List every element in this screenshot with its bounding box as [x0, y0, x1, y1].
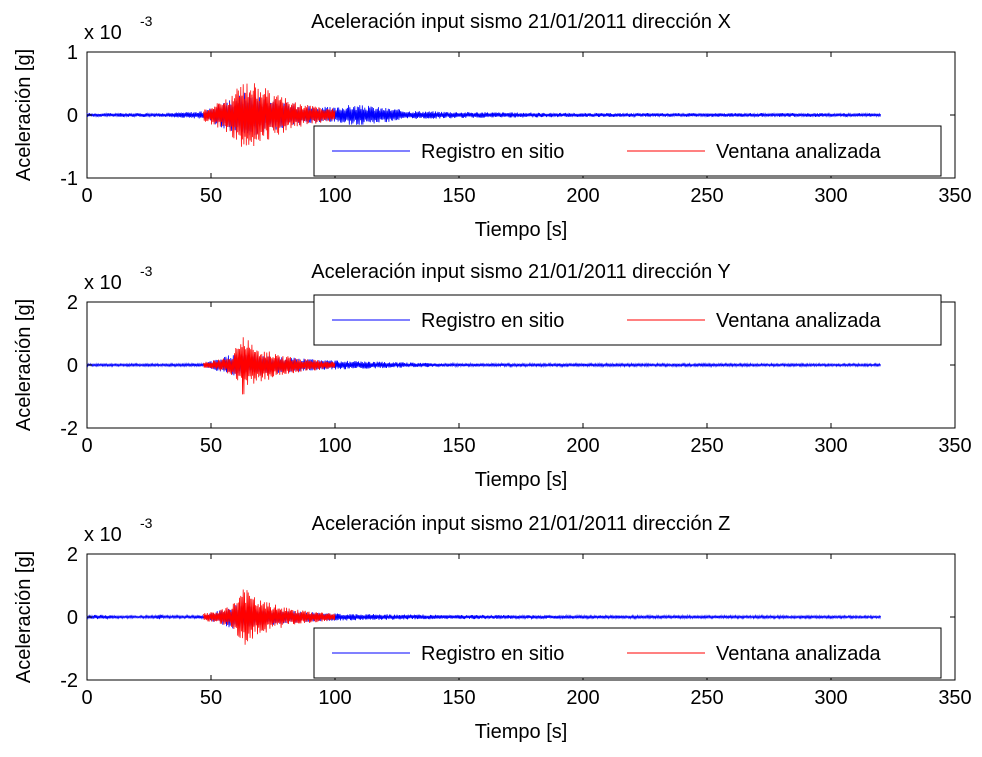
chart-title: Aceleración input sismo 21/01/2011 direc… [312, 513, 731, 535]
x-tick-label: 100 [318, 687, 351, 709]
y-axis-label: Aceleración [g] [13, 49, 35, 181]
legend-label-ventana: Ventana analizada [716, 141, 881, 163]
x-tick-label: 100 [318, 435, 351, 457]
legend-label-ventana: Ventana analizada [716, 310, 881, 332]
exponent-power: -3 [140, 263, 153, 279]
exponent-power: -3 [140, 515, 153, 531]
exponent-label: x 10 [84, 272, 122, 294]
x-tick-label: 250 [690, 185, 723, 207]
x-tick-label: 100 [318, 185, 351, 207]
x-tick-label: 350 [938, 435, 971, 457]
x-tick-label: 50 [200, 687, 222, 709]
x-tick-label: 150 [442, 687, 475, 709]
x-axis-label: Tiempo [s] [475, 721, 568, 743]
chart-title: Aceleración input sismo 21/01/2011 direc… [311, 261, 731, 283]
x-tick-label: 50 [200, 185, 222, 207]
x-tick-label: 300 [814, 185, 847, 207]
y-tick-label: 0 [67, 355, 78, 377]
y-tick-label: -1 [60, 168, 78, 190]
series-line-ventana [203, 589, 336, 645]
legend-label-registro: Registro en sitio [421, 141, 564, 163]
y-tick-label: 2 [67, 292, 78, 314]
y-axis-label: Aceleración [g] [13, 551, 35, 683]
y-tick-label: 0 [67, 105, 78, 127]
series-line-ventana [203, 337, 336, 395]
x-tick-label: 200 [566, 687, 599, 709]
legend: Registro en sitio Ventana analizada [313, 125, 942, 177]
x-tick-label: 50 [200, 435, 222, 457]
x-tick-label: 300 [814, 435, 847, 457]
y-tick-label: 2 [67, 544, 78, 566]
legend-label-registro: Registro en sitio [421, 310, 564, 332]
legend-label-registro: Registro en sitio [421, 643, 564, 665]
legend: Registro en sitio Ventana analizada [313, 294, 942, 346]
x-tick-label: 300 [814, 687, 847, 709]
x-tick-label: 200 [566, 435, 599, 457]
x-tick-label: 200 [566, 185, 599, 207]
x-tick-label: 150 [442, 185, 475, 207]
x-tick-label: 0 [81, 185, 92, 207]
exponent-label: x 10 [84, 22, 122, 44]
legend: Registro en sitio Ventana analizada [313, 627, 942, 679]
exponent-label: x 10 [84, 524, 122, 546]
y-tick-label: 0 [67, 607, 78, 629]
legend-label-ventana: Ventana analizada [716, 643, 881, 665]
x-tick-label: 0 [81, 687, 92, 709]
x-axis-label: Tiempo [s] [475, 469, 568, 491]
x-tick-label: 350 [938, 185, 971, 207]
x-tick-label: 250 [690, 687, 723, 709]
series-line-ventana [203, 83, 336, 147]
x-tick-label: 0 [81, 435, 92, 457]
x-tick-label: 250 [690, 435, 723, 457]
x-axis-label: Tiempo [s] [475, 219, 568, 241]
x-tick-label: 350 [938, 687, 971, 709]
y-tick-label: -2 [60, 670, 78, 692]
chart-title: Aceleración input sismo 21/01/2011 direc… [311, 11, 731, 33]
x-tick-label: 150 [442, 435, 475, 457]
y-tick-label: -2 [60, 418, 78, 440]
y-axis-label: Aceleración [g] [13, 299, 35, 431]
exponent-power: -3 [140, 13, 153, 29]
y-tick-label: 1 [67, 42, 78, 64]
